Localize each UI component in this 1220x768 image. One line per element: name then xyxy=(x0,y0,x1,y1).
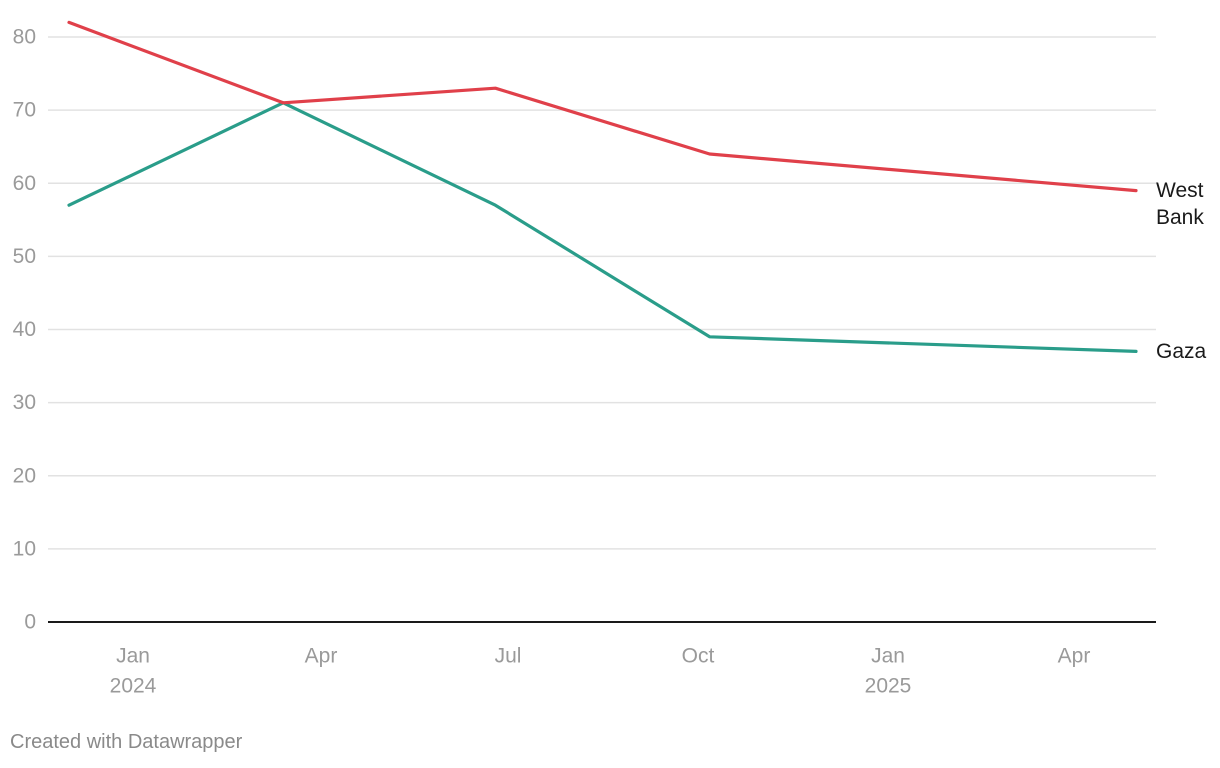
series-line-west-bank xyxy=(67,20,1138,193)
line-chart: 0 10 20 30 40 50 60 70 80 Jan 2024 Apr Jul Oct Jan 2025… xyxy=(13,20,1207,698)
y-tick-label: 40 xyxy=(13,318,36,341)
x-axis: Jan 2024 Apr Jul Oct Jan 2025 Apr xyxy=(110,645,1091,698)
x-tick-label: Apr xyxy=(1058,645,1091,668)
y-tick-label: 80 xyxy=(13,26,36,49)
series-line-gaza xyxy=(67,101,1138,353)
y-tick-label: 0 xyxy=(24,611,36,634)
y-tick-label: 20 xyxy=(13,464,36,487)
x-tick-sublabel: 2024 xyxy=(110,675,157,698)
y-tick-label: 50 xyxy=(13,245,36,268)
y-gridlines xyxy=(48,36,1156,550)
y-axis: 0 10 20 30 40 50 60 70 80 xyxy=(13,26,36,634)
y-tick-label: 30 xyxy=(13,391,36,414)
x-tick-label: Oct xyxy=(682,645,715,668)
series-label-west-bank: West xyxy=(1156,179,1204,202)
x-tick-label: Jan xyxy=(116,645,150,668)
series-label-west-bank: Bank xyxy=(1156,206,1204,229)
x-tick-label: Jul xyxy=(495,645,522,668)
x-tick-sublabel: 2025 xyxy=(865,675,912,698)
y-tick-label: 60 xyxy=(13,172,36,195)
datawrapper-credit: Created with Datawrapper xyxy=(10,731,243,753)
series-label-gaza: Gaza xyxy=(1156,340,1207,363)
y-tick-label: 10 xyxy=(13,537,36,560)
x-tick-label: Apr xyxy=(305,645,338,668)
x-tick-label: Jan xyxy=(871,645,905,668)
y-tick-label: 70 xyxy=(13,99,36,122)
